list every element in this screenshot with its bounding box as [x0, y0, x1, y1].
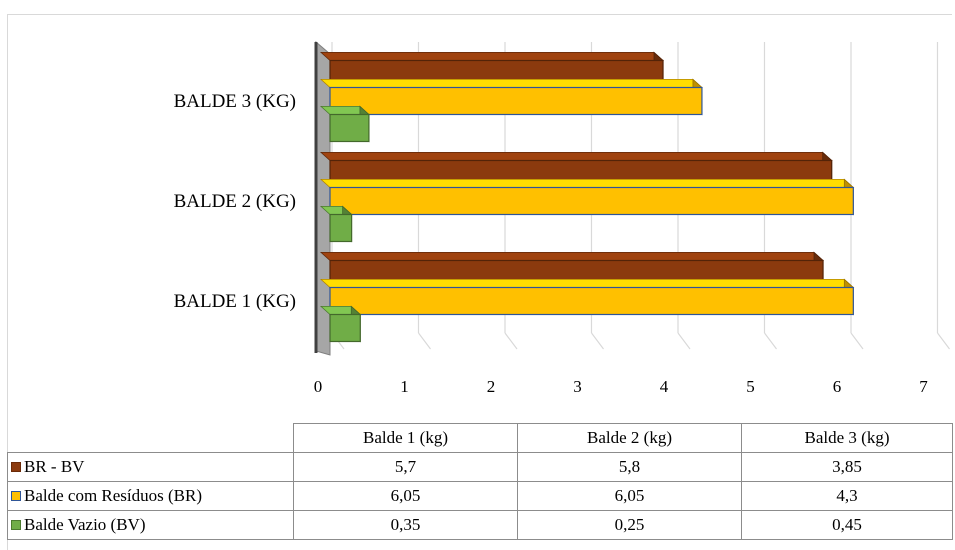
- legend-swatch-br-bv: [11, 462, 21, 472]
- bar-top-face: [319, 79, 703, 88]
- column-header: Balde 3 (kg): [741, 423, 953, 453]
- category-label: BALDE 3 (KG): [174, 91, 296, 112]
- data-table-row: BR - BV 5,7 5,8 3,85: [7, 452, 953, 482]
- table-cell: 5,8: [517, 452, 742, 482]
- table-cell: 0,25: [517, 510, 742, 540]
- x-tick-label: 1: [400, 377, 409, 396]
- floor-gridline: [764, 332, 777, 350]
- bar: [329, 286, 854, 316]
- bar-top-face: [319, 52, 665, 61]
- bar-top-face: [319, 178, 855, 188]
- column-header: Balde 2 (kg): [517, 423, 742, 453]
- bar-chart: BALDE 1 (KG) BALDE 2 (KG) BALDE 3 (KG) 0 1 2 3…: [174, 40, 950, 396]
- bar: [329, 186, 854, 216]
- data-table-row: Balde com Resíduos (BR) 6,05 6,05 4,3: [7, 481, 953, 511]
- column-header: Balde 1 (kg): [293, 423, 518, 453]
- data-table-row: Balde Vazio (BV) 0,35 0,25 0,45: [7, 510, 953, 540]
- legend-swatch-br: [11, 491, 21, 501]
- bar-top-face: [319, 151, 833, 161]
- row-label: Balde Vazio (BV): [24, 515, 146, 534]
- table-cell: 0,35: [293, 510, 518, 540]
- floor-gridline: [677, 332, 691, 350]
- row-header: BR - BV: [7, 452, 294, 482]
- bar: [329, 113, 370, 143]
- table-cell: 6,05: [293, 481, 518, 511]
- floor-gridline: [418, 332, 431, 350]
- bar-top-face: [319, 251, 825, 261]
- x-tick-label: 4: [660, 377, 669, 396]
- floor-gridline: [504, 332, 518, 350]
- chart-frame: [7, 14, 952, 550]
- row-label: BR - BV: [24, 457, 85, 476]
- floor-gridline: [937, 332, 950, 350]
- floor-gridline: [850, 332, 864, 350]
- x-tick-label: 0: [314, 377, 323, 396]
- table-cell: 0,45: [741, 510, 953, 540]
- legend-swatch-bv: [11, 520, 21, 530]
- bar: [329, 86, 703, 116]
- floor-gridline: [591, 332, 604, 350]
- row-header: Balde Vazio (BV): [7, 510, 294, 540]
- table-cell: 4,3: [741, 481, 953, 511]
- category-label: BALDE 2 (KG): [174, 191, 296, 212]
- table-cell: 3,85: [741, 452, 953, 482]
- x-tick-label: 7: [919, 377, 928, 396]
- table-cell: 5,7: [293, 452, 518, 482]
- bar-top-face: [319, 278, 855, 288]
- x-tick-label: 6: [833, 377, 842, 396]
- data-table-corner: [7, 423, 294, 453]
- data-table: Balde 1 (kg) Balde 2 (kg) Balde 3 (kg) B…: [7, 423, 953, 540]
- row-label: Balde com Resíduos (BR): [24, 486, 203, 505]
- bar: [329, 213, 353, 243]
- row-header: Balde com Resíduos (BR): [7, 481, 294, 511]
- x-tick-label: 3: [573, 377, 582, 396]
- data-table-header-row: Balde 1 (kg) Balde 2 (kg) Balde 3 (kg): [7, 423, 953, 453]
- category-label: BALDE 1 (KG): [174, 291, 296, 312]
- x-tick-label: 2: [487, 377, 496, 396]
- table-cell: 6,05: [517, 481, 742, 511]
- x-tick-label: 5: [746, 377, 755, 396]
- bar: [329, 313, 361, 343]
